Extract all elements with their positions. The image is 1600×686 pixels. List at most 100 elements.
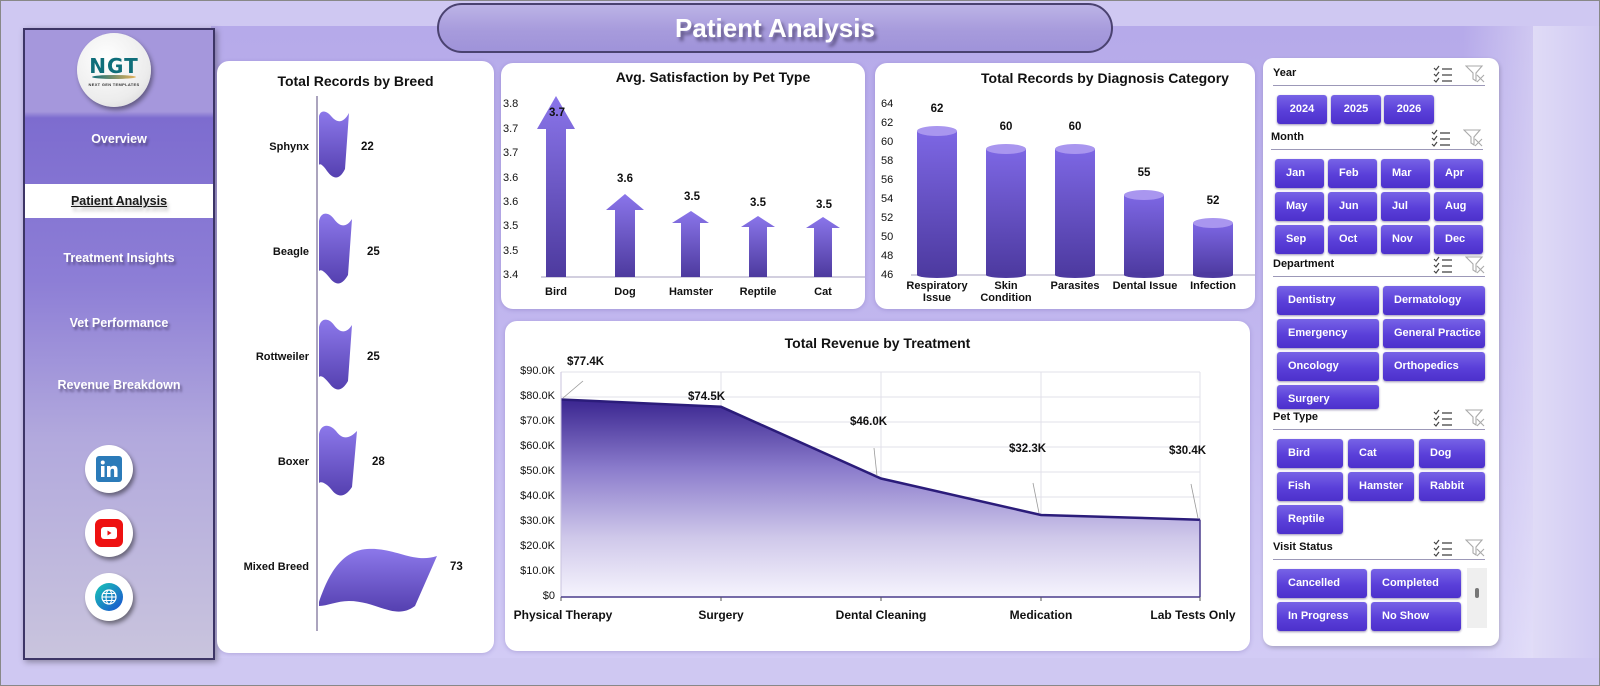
year-option-2024[interactable]: 2024 — [1277, 95, 1327, 124]
month-option[interactable]: Dec — [1434, 225, 1483, 254]
multi-select-icon[interactable] — [1433, 65, 1453, 83]
pet-type-option[interactable]: Dog — [1419, 439, 1485, 468]
revenue-chart-plot — [560, 371, 1201, 601]
slicer-title: Year — [1273, 67, 1297, 79]
multi-select-icon[interactable] — [1433, 539, 1453, 557]
year-option-2025[interactable]: 2025 — [1331, 95, 1381, 124]
visit-status-option[interactable]: Completed — [1371, 569, 1461, 598]
y-tick: 54 — [881, 193, 894, 205]
department-option[interactable]: Emergency — [1277, 319, 1379, 348]
value-label: 62 — [930, 103, 944, 115]
department-option[interactable]: Oncology — [1277, 352, 1379, 381]
category-label: Boxer — [277, 456, 309, 468]
y-tick: 3.6 — [503, 196, 519, 208]
y-tick: $90.0K — [520, 365, 555, 377]
year-option-2026[interactable]: 2026 — [1384, 95, 1434, 124]
month-slicer-header: Month — [1271, 128, 1483, 150]
department-option[interactable]: Dentistry — [1277, 286, 1379, 315]
visit-status-scrollbar[interactable] — [1467, 568, 1487, 628]
website-button[interactable] — [85, 573, 133, 621]
multi-select-icon[interactable] — [1433, 409, 1453, 427]
department-option[interactable]: Surgery — [1277, 385, 1379, 409]
department-slicer-header: Department — [1273, 255, 1485, 277]
month-option[interactable]: Jun — [1328, 192, 1377, 221]
youtube-icon — [95, 519, 123, 547]
slicer-title: Pet Type — [1273, 411, 1319, 423]
nav-item-patient-analysis[interactable]: Patient Analysis — [25, 184, 213, 218]
linkedin-button[interactable] — [85, 445, 133, 493]
month-option[interactable]: Nov — [1381, 225, 1430, 254]
category-label: Bird — [545, 286, 567, 298]
category-label: Dental Cleaning — [835, 608, 927, 622]
slicer-title: Month — [1271, 131, 1304, 143]
y-tick: 56 — [881, 174, 894, 186]
year-slicer-header: Year — [1273, 64, 1485, 86]
department-option[interactable]: General Practice — [1383, 319, 1485, 348]
category-label: Physical Therapy — [513, 608, 613, 622]
visit-status-option[interactable]: Cancelled — [1277, 569, 1367, 598]
value-label: 25 — [367, 351, 380, 363]
nav-item-treatment-insights[interactable]: Treatment Insights — [63, 251, 175, 265]
y-tick: $0 — [542, 590, 555, 602]
nav-item-overview[interactable]: Overview — [91, 132, 147, 146]
month-option[interactable]: Mar — [1381, 159, 1430, 188]
pet-type-option[interactable]: Cat — [1348, 439, 1414, 468]
y-tick: 52 — [881, 212, 894, 224]
category-label: Surgery — [698, 608, 744, 622]
month-option[interactable]: Apr — [1434, 159, 1483, 188]
pet-type-option[interactable]: Hamster — [1348, 472, 1414, 501]
category-label-line: Skin — [994, 280, 1018, 292]
month-option[interactable]: Oct — [1328, 225, 1377, 254]
month-option[interactable]: Aug — [1434, 192, 1483, 221]
y-tick: $70.0K — [520, 415, 555, 427]
category-label: Dental Issue — [1112, 280, 1178, 292]
y-tick: 3.7 — [503, 147, 519, 159]
slicer-title: Department — [1273, 258, 1335, 270]
nav-item-vet-performance[interactable]: Vet Performance — [69, 316, 169, 330]
y-tick: $60.0K — [520, 440, 555, 452]
department-option[interactable]: Orthopedics — [1383, 352, 1485, 381]
logo-subtitle: NEXT GEN TEMPLATES — [88, 81, 140, 87]
pet-type-option[interactable]: Reptile — [1277, 505, 1343, 534]
category-label: Infection — [1190, 280, 1236, 292]
month-option[interactable]: Jan — [1275, 159, 1324, 188]
category-label: Respiratory Issue — [903, 280, 971, 304]
clear-filter-icon[interactable] — [1465, 409, 1485, 427]
clear-filter-icon[interactable] — [1463, 129, 1483, 147]
value-label: 60 — [1068, 121, 1082, 133]
y-tick: 46 — [881, 269, 894, 281]
category-label: Medication — [1009, 608, 1073, 622]
month-option[interactable]: May — [1275, 192, 1324, 221]
y-tick: $20.0K — [520, 540, 555, 552]
multi-select-icon[interactable] — [1431, 129, 1451, 147]
youtube-button[interactable] — [85, 509, 133, 557]
breed-chart-card: Total Records by Breed Sphynx Beagle Rot… — [217, 61, 494, 653]
pet-type-option[interactable]: Rabbit — [1419, 472, 1485, 501]
clear-filter-icon[interactable] — [1465, 256, 1485, 274]
satisfaction-chart-plot — [537, 96, 865, 278]
department-option[interactable]: Dermatology — [1383, 286, 1485, 315]
globe-icon — [95, 583, 123, 611]
pet-type-option[interactable]: Fish — [1277, 472, 1343, 501]
month-option[interactable]: Feb — [1328, 159, 1377, 188]
y-tick: $50.0K — [520, 465, 555, 477]
y-tick: 3.4 — [503, 269, 519, 281]
month-option[interactable]: Jul — [1381, 192, 1430, 221]
visit-status-option[interactable]: In Progress — [1277, 602, 1367, 631]
multi-select-icon[interactable] — [1433, 256, 1453, 274]
visit-status-slicer-header: Visit Status — [1273, 538, 1485, 560]
value-label: 3.6 — [617, 173, 633, 185]
scrollbar-thumb[interactable] — [1475, 588, 1479, 598]
value-label: 28 — [372, 456, 385, 468]
visit-status-option[interactable]: No Show — [1371, 602, 1461, 631]
clear-filter-icon[interactable] — [1465, 539, 1485, 557]
nav-item-revenue-breakdown[interactable]: Revenue Breakdown — [57, 378, 181, 392]
clear-filter-icon[interactable] — [1465, 65, 1485, 83]
month-option[interactable]: Sep — [1275, 225, 1324, 254]
pet-type-option[interactable]: Bird — [1277, 439, 1343, 468]
satisfaction-chart-card: Avg. Satisfaction by Pet Type 3.8 3.7 3.… — [501, 63, 865, 309]
category-label: Cat — [814, 286, 832, 298]
y-tick: 60 — [881, 136, 894, 148]
category-label: Beagle — [272, 246, 309, 258]
category-label: Lab Tests Only — [1150, 608, 1236, 622]
